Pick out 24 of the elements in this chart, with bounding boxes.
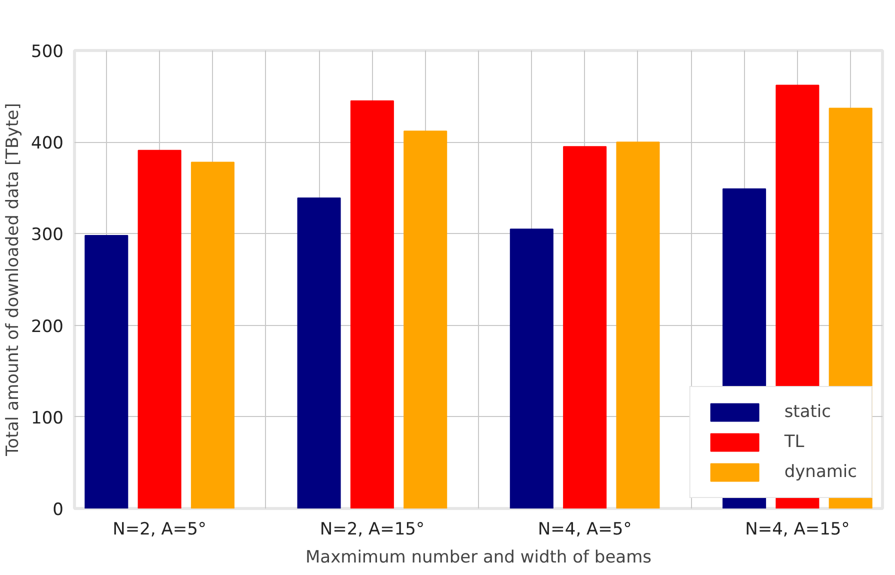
- x-tick-label: N=2, A=5°: [112, 520, 206, 540]
- bar: [190, 162, 234, 508]
- legend-label: dynamic: [784, 462, 857, 482]
- y-tick-label: 300: [31, 225, 64, 246]
- bar: [84, 235, 128, 508]
- bar: [138, 150, 182, 508]
- x-tick-label: N=2, A=15°: [320, 520, 424, 540]
- y-tick-label: 500: [31, 42, 64, 62]
- x-tick-label: N=4, A=5°: [538, 520, 632, 540]
- bar: [297, 197, 341, 508]
- bar: [404, 130, 448, 508]
- y-tick-label: 200: [31, 316, 64, 337]
- x-tick-label: N=4, A=15°: [745, 520, 850, 540]
- legend-label: TL: [784, 432, 804, 452]
- y-axis-title: Total amount of downloaded data [TByte]: [3, 103, 24, 457]
- bar: [510, 228, 554, 508]
- y-tick-label: 0: [52, 500, 64, 520]
- bar: [563, 146, 607, 508]
- bar: [616, 142, 660, 508]
- y-tick-label: 400: [31, 134, 64, 154]
- legend-label: static: [784, 402, 831, 422]
- bar: [350, 100, 394, 508]
- x-axis-title: Maxmimum number and width of beams: [306, 548, 652, 568]
- y-tick-label: 100: [31, 408, 64, 428]
